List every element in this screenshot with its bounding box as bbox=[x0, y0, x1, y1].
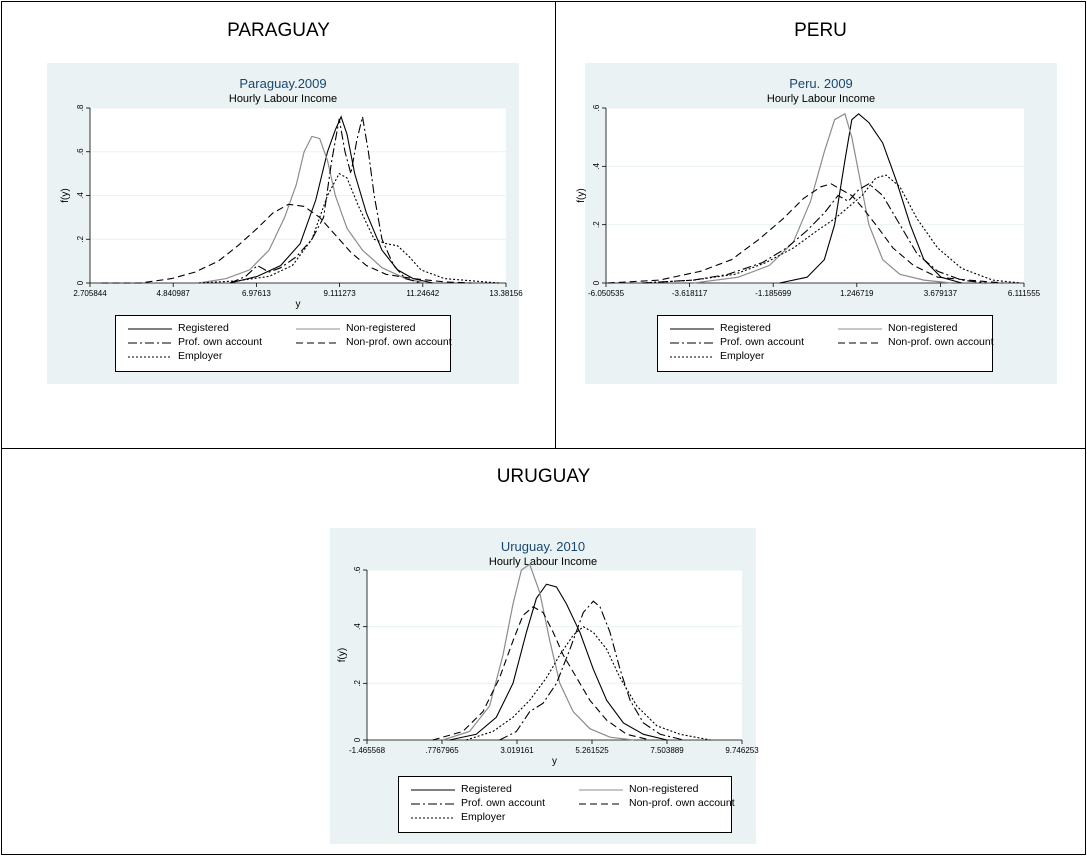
legend-key bbox=[296, 342, 340, 344]
y-tick-label: 0 bbox=[353, 737, 362, 742]
x-tick-label: 3.019161 bbox=[500, 746, 534, 755]
legend-key bbox=[838, 328, 882, 330]
legend-key bbox=[296, 328, 340, 330]
series-line-registered bbox=[449, 583, 668, 741]
y-tick-label: .2 bbox=[592, 221, 601, 228]
x-tick-label: 6.97613 bbox=[242, 289, 271, 298]
legend-label: Registered bbox=[720, 322, 771, 334]
y-tick-label: .6 bbox=[76, 148, 85, 155]
legend-key bbox=[670, 356, 714, 358]
legend-label: Non-prof. own account bbox=[888, 336, 994, 348]
x-axis-title: y bbox=[552, 756, 557, 767]
cell-title-peru: PERU bbox=[794, 20, 847, 41]
chart-legend: Registered Non-registered Prof. own accoun… bbox=[398, 776, 735, 833]
y-tick-label: .8 bbox=[76, 104, 85, 111]
legend-label: Registered bbox=[461, 783, 512, 795]
x-tick-label: -1.185699 bbox=[755, 289, 792, 298]
x-tick-label: 13.38156 bbox=[489, 289, 523, 298]
legend-label: Employer bbox=[178, 350, 223, 362]
legend-key bbox=[670, 342, 714, 344]
x-tick-label: 4.840987 bbox=[157, 289, 191, 298]
x-tick-label: 2.705844 bbox=[73, 289, 107, 298]
y-axis-title: f(y) bbox=[60, 188, 71, 202]
x-tick-label: 11.24642 bbox=[406, 289, 439, 298]
series-line-non-registered bbox=[442, 563, 634, 741]
x-tick-label: 7.503889 bbox=[650, 746, 684, 755]
legend-key bbox=[411, 789, 455, 791]
x-tick-label: -6.050535 bbox=[588, 289, 625, 298]
series-line-non-registered bbox=[693, 112, 952, 284]
y-tick-label: .2 bbox=[353, 679, 362, 686]
x-tick-label: .7767965 bbox=[425, 746, 459, 755]
x-axis-title: y bbox=[296, 299, 301, 310]
series-line-registered bbox=[229, 115, 433, 284]
legend-label: Non-registered bbox=[346, 322, 416, 334]
x-tick-label: 9.111273 bbox=[324, 289, 357, 298]
series-line-prof-own-account bbox=[642, 183, 986, 284]
y-tick-label: .6 bbox=[592, 104, 601, 111]
chart-title: Paraguay.2009 bbox=[239, 76, 327, 91]
x-tick-label: -1.465568 bbox=[349, 746, 386, 755]
legend-key bbox=[579, 803, 623, 805]
chart-title: Uruguay. 2010 bbox=[500, 539, 586, 554]
legend-key bbox=[411, 803, 455, 805]
legend-key bbox=[838, 342, 882, 344]
cell-title-paraguay: PARAGUAY bbox=[227, 20, 330, 41]
legend-label: Employer bbox=[461, 811, 506, 823]
y-axis-title: f(y) bbox=[337, 648, 348, 662]
legend-label: Employer bbox=[720, 350, 765, 362]
cell-title-uruguay: URUGUAY bbox=[496, 466, 591, 487]
y-tick-label: .6 bbox=[353, 566, 362, 573]
series-line-prof-own-account bbox=[229, 116, 422, 284]
x-tick-label: 1.246719 bbox=[840, 289, 874, 298]
series-line-prof-own-account bbox=[499, 600, 684, 741]
x-tick-label: 6.111555 bbox=[1008, 289, 1041, 298]
legend-label: Prof. own account bbox=[461, 797, 546, 809]
x-tick-label: -3.618117 bbox=[672, 289, 708, 298]
legend-label: Prof. own account bbox=[178, 336, 263, 348]
x-tick-label: 5.261525 bbox=[575, 746, 609, 755]
legend-label: Non-registered bbox=[629, 783, 699, 795]
legend-key bbox=[128, 342, 172, 344]
legend-key bbox=[128, 356, 172, 358]
series-line-non-registered bbox=[198, 135, 426, 284]
legend-label: Non-prof. own account bbox=[629, 797, 735, 809]
legend-label: Registered bbox=[178, 322, 229, 334]
series-line-non-prof-own-account bbox=[607, 183, 1004, 284]
y-tick-label: .2 bbox=[76, 235, 85, 242]
series-line-employer bbox=[642, 174, 1021, 284]
plot-area bbox=[367, 570, 742, 740]
series-line-registered bbox=[779, 113, 962, 284]
x-tick-label: 9.746253 bbox=[725, 746, 759, 755]
y-tick-label: .4 bbox=[353, 623, 362, 630]
legend-key bbox=[670, 328, 714, 330]
series-line-non-prof-own-account bbox=[101, 203, 472, 284]
legend-key bbox=[579, 789, 623, 791]
chart-subtitle: Hourly Labour Income bbox=[228, 93, 338, 105]
legend-label: Non-prof. own account bbox=[346, 336, 452, 348]
chart-subtitle: Hourly Labour Income bbox=[488, 556, 598, 568]
plot-area bbox=[606, 108, 1024, 283]
x-tick-label: 3.679137 bbox=[924, 289, 958, 298]
chart-subtitle: Hourly Labour Income bbox=[766, 93, 876, 105]
y-axis-title: f(y) bbox=[576, 188, 587, 202]
series-line-employer bbox=[466, 626, 711, 741]
y-tick-label: .4 bbox=[76, 192, 85, 199]
y-tick-label: 0 bbox=[592, 280, 601, 285]
chart-title: Peru. 2009 bbox=[789, 76, 853, 91]
y-tick-label: 0 bbox=[76, 280, 85, 285]
chart-legend: Registered Non-registered Prof. own accoun… bbox=[115, 315, 452, 372]
legend-key bbox=[128, 328, 172, 330]
legend-label: Non-registered bbox=[888, 322, 958, 334]
y-tick-label: .4 bbox=[592, 162, 601, 169]
legend-key bbox=[411, 817, 455, 819]
chart-legend: Registered Non-registered Prof. own accoun… bbox=[657, 315, 994, 372]
series-line-non-prof-own-account bbox=[432, 606, 651, 741]
legend-label: Prof. own account bbox=[720, 336, 805, 348]
cell-uruguay: URUGUAY bbox=[1, 448, 1086, 855]
